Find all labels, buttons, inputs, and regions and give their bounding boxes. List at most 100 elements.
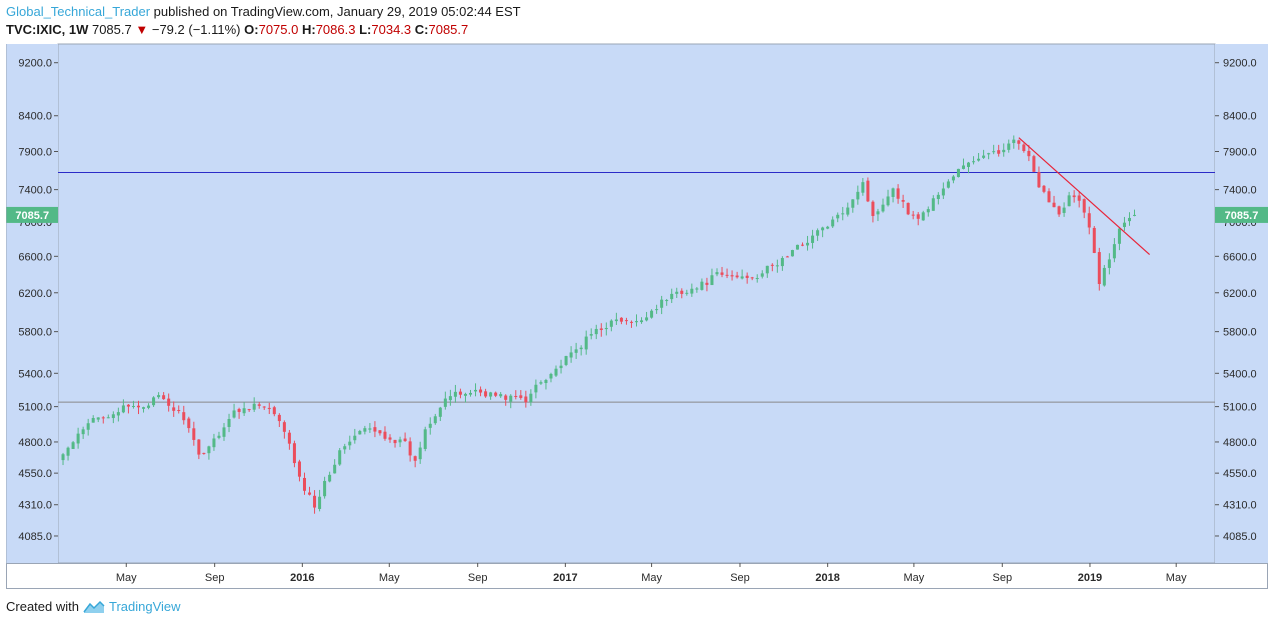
candle-body xyxy=(1087,213,1091,228)
candle-body xyxy=(992,151,996,153)
candle-body xyxy=(640,320,644,323)
candle-body xyxy=(292,443,296,464)
y-tick-label-right: 4085.0 xyxy=(1223,531,1257,543)
candle-body xyxy=(785,256,789,258)
y-tick-label-left: 4550.0 xyxy=(18,468,52,480)
candle-body xyxy=(458,391,462,395)
candle-body xyxy=(1092,227,1096,253)
x-tick-label: 2019 xyxy=(1078,572,1102,584)
candle-body xyxy=(745,275,749,278)
last-price-tag-right xyxy=(1215,206,1268,223)
candle-body xyxy=(1017,140,1021,144)
x-tick-label: Sep xyxy=(205,572,225,584)
candle-body xyxy=(650,310,654,318)
candle-body xyxy=(131,405,135,407)
candle-body xyxy=(951,176,955,181)
candle-body xyxy=(1102,267,1106,286)
y-tick-label-right: 7900.0 xyxy=(1223,147,1257,159)
candle-body xyxy=(408,441,412,456)
candle-body xyxy=(448,396,452,401)
candle-body xyxy=(816,230,820,236)
candle-body xyxy=(685,292,689,294)
candle-body xyxy=(861,182,865,193)
candle-body xyxy=(1037,172,1041,188)
candle-body xyxy=(645,317,649,321)
candle-body xyxy=(730,275,734,277)
candle-body xyxy=(373,427,377,432)
candle-body xyxy=(453,391,457,397)
symbol-label: TVC:IXIC, 1W xyxy=(6,22,89,37)
candle-body xyxy=(977,158,981,161)
y-tick-label-left: 8400.0 xyxy=(18,111,52,123)
candle-body xyxy=(212,438,216,448)
candle-body xyxy=(760,273,764,277)
left-axis-area xyxy=(6,44,58,563)
candle-body xyxy=(111,414,115,419)
open-value: 7075.0 xyxy=(258,22,299,37)
candle-body xyxy=(257,404,261,406)
candle-body xyxy=(227,419,231,427)
tradingview-logo-icon xyxy=(83,600,105,613)
candle-body xyxy=(353,435,357,441)
candle-body xyxy=(629,321,633,323)
candle-body xyxy=(333,464,337,474)
candle-body xyxy=(946,181,950,188)
y-tick-label-left: 5400.0 xyxy=(18,368,52,380)
candle-body xyxy=(368,428,372,430)
candle-body xyxy=(297,461,301,477)
candle-body xyxy=(604,327,608,330)
candle-body xyxy=(765,265,769,274)
publish-info: Global_Technical_Trader published on Tra… xyxy=(6,4,521,19)
candle-body xyxy=(142,407,146,409)
candle-body xyxy=(735,275,739,278)
candle-body xyxy=(262,406,266,408)
candle-body xyxy=(579,347,583,350)
candle-body xyxy=(86,423,90,430)
candle-body xyxy=(886,196,890,206)
candle-body xyxy=(755,278,759,280)
candle-body xyxy=(634,321,639,323)
candle-body xyxy=(403,438,407,442)
trendline xyxy=(1018,137,1151,256)
y-tick-label-right: 5800.0 xyxy=(1223,327,1257,339)
candle-body xyxy=(197,439,201,455)
candle-body xyxy=(710,275,714,286)
x-tick-label: May xyxy=(379,572,400,584)
candle-body xyxy=(1127,217,1131,222)
candle-body xyxy=(217,435,221,438)
candle-body xyxy=(468,392,473,395)
candle-body xyxy=(982,155,986,158)
candle-body xyxy=(222,427,226,437)
candle-body xyxy=(247,409,251,411)
candle-body xyxy=(589,334,593,336)
candle-body xyxy=(856,191,860,200)
y-tick-label-left: 7900.0 xyxy=(18,147,52,159)
tradingview-brand-link[interactable]: TradingView xyxy=(108,599,181,614)
candle-body xyxy=(584,336,588,350)
candle-body xyxy=(514,395,518,397)
candle-body xyxy=(941,188,945,196)
candle-body xyxy=(800,244,805,246)
candle-body xyxy=(1027,150,1031,157)
candle-body xyxy=(116,412,120,416)
y-tick-label-right: 9200.0 xyxy=(1223,58,1257,70)
last-price-tag-left xyxy=(6,206,58,223)
candle-body xyxy=(624,320,628,322)
candle-body xyxy=(252,403,256,410)
open-label: O: xyxy=(244,22,259,37)
candle-body xyxy=(524,396,528,403)
author-link[interactable]: Global_Technical_Trader xyxy=(6,4,151,19)
x-tick-label: May xyxy=(641,572,662,584)
candle-body xyxy=(71,442,75,449)
published-text: published on TradingView.com, January 29… xyxy=(153,4,521,19)
candle-body xyxy=(1122,222,1126,228)
y-tick-label-left: 4800.0 xyxy=(18,437,52,449)
candle-body xyxy=(494,392,498,396)
candle-body xyxy=(267,407,271,409)
candle-body xyxy=(438,407,442,417)
y-tick-label-left: 4310.0 xyxy=(18,500,52,512)
candle-body xyxy=(725,274,729,276)
x-tick-label: 2017 xyxy=(553,572,577,584)
y-tick-label-left: 6200.0 xyxy=(18,288,52,300)
